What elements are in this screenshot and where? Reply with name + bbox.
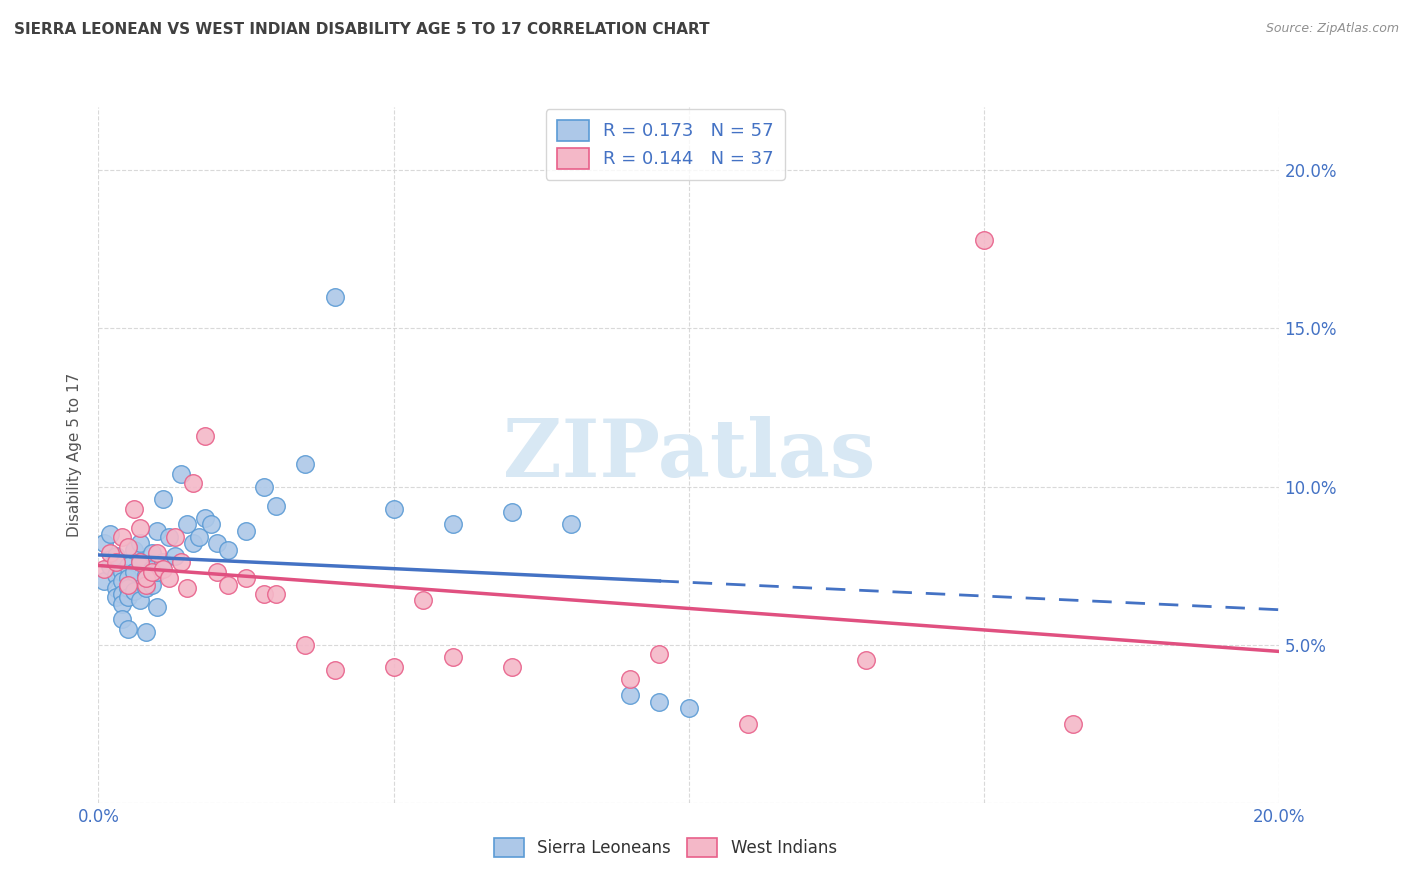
- Point: [141, 565, 163, 579]
- Point: [98, 558, 121, 573]
- Point: [146, 565, 169, 579]
- Point: [111, 530, 134, 544]
- Point: [93, 574, 115, 589]
- Point: [200, 517, 222, 532]
- Point: [176, 517, 198, 532]
- Point: [152, 556, 174, 570]
- Point: [128, 593, 150, 607]
- Point: [135, 625, 157, 640]
- Legend: Sierra Leoneans, West Indians: Sierra Leoneans, West Indians: [486, 831, 844, 864]
- Point: [205, 536, 228, 550]
- Y-axis label: Disability Age 5 to 17: Disability Age 5 to 17: [67, 373, 83, 537]
- Point: [93, 562, 115, 576]
- Point: [235, 524, 257, 538]
- Point: [264, 587, 287, 601]
- Point: [105, 591, 128, 605]
- Point: [187, 530, 209, 544]
- Point: [560, 517, 582, 532]
- Point: [105, 581, 128, 595]
- Point: [323, 290, 346, 304]
- Point: [111, 597, 134, 611]
- Point: [117, 622, 139, 636]
- Point: [194, 511, 217, 525]
- Text: SIERRA LEONEAN VS WEST INDIAN DISABILITY AGE 5 TO 17 CORRELATION CHART: SIERRA LEONEAN VS WEST INDIAN DISABILITY…: [14, 22, 710, 37]
- Point: [619, 673, 641, 687]
- Point: [128, 521, 150, 535]
- Point: [181, 536, 204, 550]
- Point: [111, 565, 134, 579]
- Point: [205, 565, 228, 579]
- Point: [122, 583, 145, 598]
- Point: [128, 536, 150, 550]
- Point: [217, 577, 239, 591]
- Point: [117, 577, 139, 591]
- Point: [737, 716, 759, 731]
- Point: [170, 467, 193, 481]
- Point: [501, 660, 523, 674]
- Point: [382, 501, 405, 516]
- Point: [855, 653, 877, 667]
- Point: [122, 542, 145, 557]
- Point: [235, 571, 257, 585]
- Point: [648, 695, 671, 709]
- Point: [152, 562, 174, 576]
- Point: [128, 556, 150, 570]
- Point: [105, 549, 128, 563]
- Point: [122, 565, 145, 579]
- Point: [157, 530, 180, 544]
- Point: [117, 591, 139, 605]
- Point: [194, 429, 217, 443]
- Point: [111, 587, 134, 601]
- Point: [264, 499, 287, 513]
- Point: [117, 581, 139, 595]
- Point: [122, 501, 145, 516]
- Point: [135, 581, 157, 595]
- Point: [135, 577, 157, 591]
- Point: [619, 688, 641, 702]
- Point: [170, 556, 193, 570]
- Point: [1062, 716, 1084, 731]
- Point: [146, 524, 169, 538]
- Point: [157, 571, 180, 585]
- Point: [382, 660, 405, 674]
- Point: [165, 530, 187, 544]
- Point: [93, 536, 115, 550]
- Point: [111, 574, 134, 589]
- Point: [135, 568, 157, 582]
- Point: [323, 663, 346, 677]
- Point: [135, 571, 157, 585]
- Point: [141, 562, 163, 576]
- Point: [294, 458, 316, 472]
- Point: [117, 558, 139, 573]
- Point: [98, 546, 121, 560]
- Point: [98, 527, 121, 541]
- Point: [141, 546, 163, 560]
- Point: [105, 556, 128, 570]
- Point: [217, 542, 239, 557]
- Point: [678, 701, 700, 715]
- Point: [146, 546, 169, 560]
- Point: [176, 581, 198, 595]
- Point: [648, 647, 671, 661]
- Text: ZIPatlas: ZIPatlas: [503, 416, 875, 494]
- Text: Source: ZipAtlas.com: Source: ZipAtlas.com: [1265, 22, 1399, 36]
- Point: [294, 638, 316, 652]
- Point: [146, 599, 169, 614]
- Point: [973, 233, 995, 247]
- Point: [253, 479, 276, 493]
- Point: [117, 571, 139, 585]
- Point: [117, 540, 139, 554]
- Point: [165, 549, 187, 563]
- Point: [441, 650, 464, 665]
- Point: [105, 568, 128, 582]
- Point: [501, 505, 523, 519]
- Point: [253, 587, 276, 601]
- Point: [441, 517, 464, 532]
- Point: [152, 492, 174, 507]
- Point: [181, 476, 204, 491]
- Point: [128, 556, 150, 570]
- Point: [111, 612, 134, 626]
- Point: [412, 593, 434, 607]
- Point: [141, 577, 163, 591]
